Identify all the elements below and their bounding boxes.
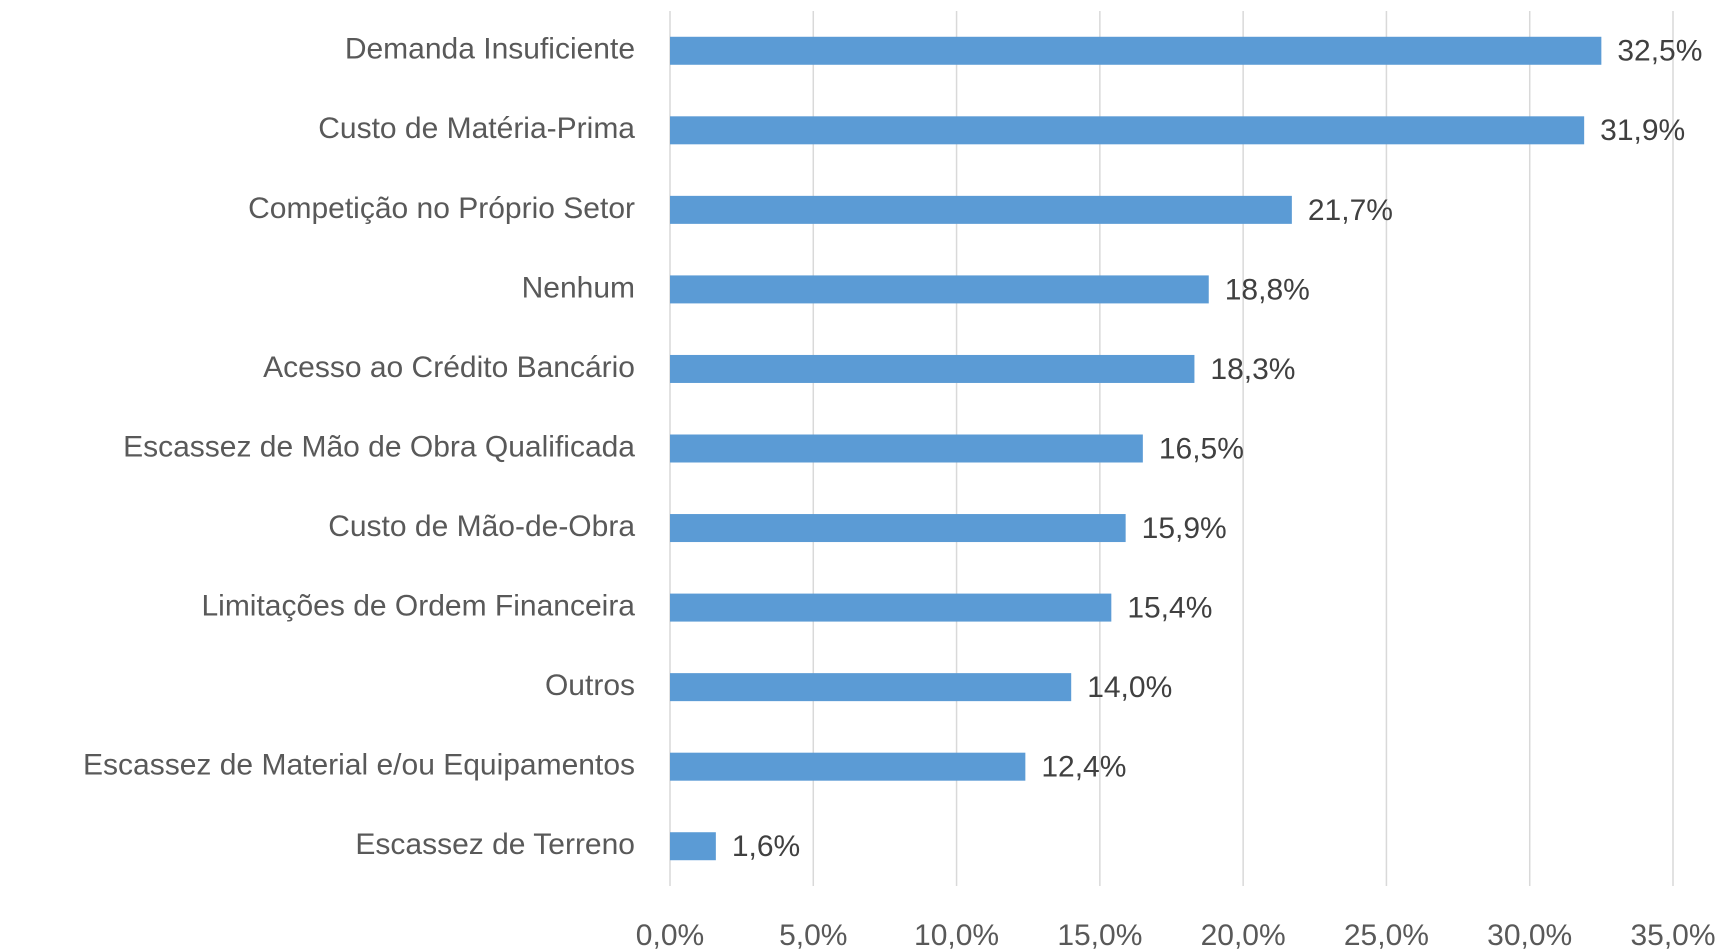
x-tick-label: 5,0% [779,919,847,952]
value-label: 12,4% [1041,751,1126,784]
bar [670,434,1143,463]
y-tick-label: Escassez de Terreno [355,828,635,861]
bar [670,673,1072,702]
bar [670,36,1602,65]
value-label: 14,0% [1087,671,1172,704]
y-tick-label: Competição no Próprio Setor [248,192,635,225]
bar [670,752,1026,781]
y-tick-label: Nenhum [522,271,635,304]
y-tick-label: Acesso ao Crédito Bancário [263,351,635,384]
bar [670,354,1195,383]
value-label: 18,3% [1210,353,1295,386]
bar [670,514,1126,543]
value-label: 31,9% [1600,114,1685,147]
y-tick-label: Demanda Insuficiente [345,33,635,66]
y-tick-label: Custo de Matéria-Prima [318,112,635,145]
bar [670,195,1292,224]
value-label: 18,8% [1225,273,1310,306]
value-label: 32,5% [1617,35,1702,68]
y-tick-label: Escassez de Mão de Obra Qualificada [123,430,635,463]
value-label: 15,4% [1127,592,1212,625]
value-label: 15,9% [1142,512,1227,545]
y-tick-label: Custo de Mão-de-Obra [328,510,635,543]
y-tick-label: Limitações de Ordem Financeira [201,590,635,623]
x-tick-label: 0,0% [636,919,704,952]
value-label: 1,6% [732,830,800,863]
bar [670,116,1585,145]
value-label: 21,7% [1308,194,1393,227]
bar [670,593,1112,622]
x-tick-label: 10,0% [914,919,999,952]
bar [670,832,716,861]
x-tick-label: 30,0% [1487,919,1572,952]
y-tick-label: Outros [545,669,635,702]
x-tick-label: 20,0% [1201,919,1286,952]
x-tick-label: 15,0% [1057,919,1142,952]
x-tick-label: 25,0% [1344,919,1429,952]
value-label: 16,5% [1159,432,1244,465]
y-tick-label: Escassez de Material e/ou Equipamentos [83,749,635,782]
x-tick-label: 35,0% [1630,919,1715,952]
bar [670,275,1209,304]
